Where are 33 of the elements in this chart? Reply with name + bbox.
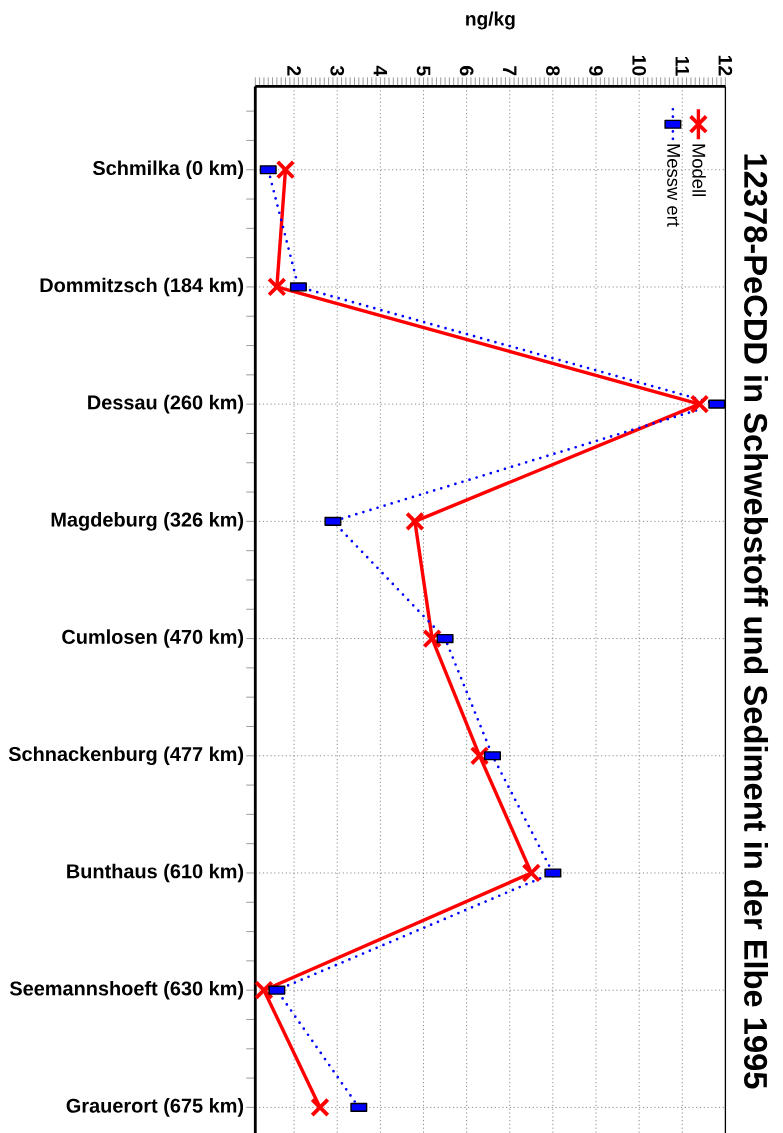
point (405, 511, 425, 532)
point (469, 746, 490, 766)
y-tick-label: Magdeburg (326 km) (51, 512, 244, 531)
point (267, 277, 287, 297)
x-tick-label: 3 (330, 65, 345, 76)
y-tick-label: Bunthaus (610 km) (67, 863, 244, 883)
y-tick-label: Schnackenburg (477 km) (8, 746, 244, 766)
x-tick-label: 9 (589, 66, 603, 76)
y-tick-label: Grauerort (675 km) (66, 1098, 244, 1117)
y-tick-label: Seemannshoeft (630 km) (9, 980, 244, 1000)
y-tick-label: Cumlosen (470 km) (62, 629, 244, 648)
point (422, 628, 442, 649)
x-axis-title: ng/kg (466, 11, 515, 30)
y-tick-label: Schmilka (0 km) (92, 160, 244, 180)
x-tick-label: 6 (459, 66, 474, 76)
x-tick-label: 12 (718, 55, 733, 76)
x-tick-label: 4 (373, 65, 388, 77)
point (521, 863, 542, 883)
text: 12378-PeCDD in Schwebstoff und Sediment in der Elbe 1995 (743, 154, 769, 1089)
x-tick-label: 11 (675, 56, 689, 76)
point (254, 980, 274, 1000)
point (275, 160, 296, 180)
x-tick-label: 2 (287, 66, 301, 76)
point (689, 394, 710, 414)
x-tick-label: 5 (416, 65, 431, 76)
x-tick-label: 8 (546, 66, 560, 76)
y-tick-label: Dessau (260 km) (88, 394, 244, 414)
x-tick-label: 10 (632, 55, 647, 76)
legend-label: Modell (692, 144, 706, 196)
y-tick-label: Dommitzsch (184 km) (40, 277, 244, 297)
x-tick-label: 7 (503, 66, 517, 76)
point (310, 1097, 330, 1118)
legend-label: Messw ert (667, 144, 680, 227)
